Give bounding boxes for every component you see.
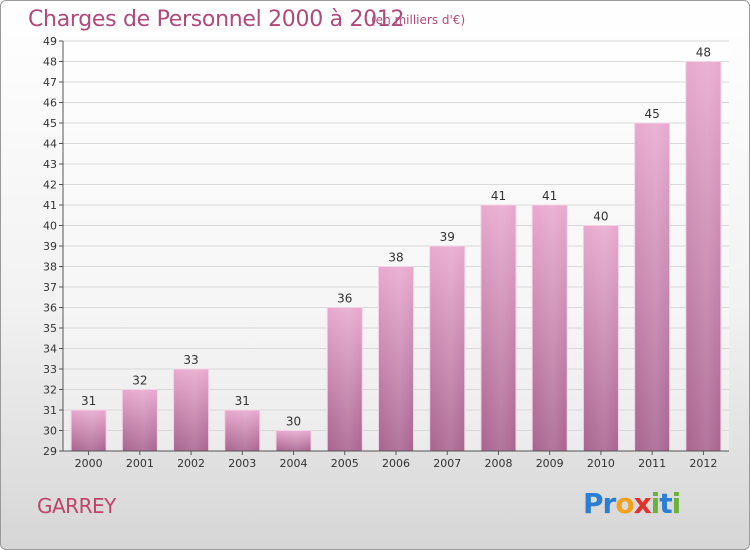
y-tick-label: 43: [43, 158, 57, 171]
x-tick-labels: 2000 2001 2002 2003 2004 2005 2006 2007 2008 2009…: [75, 457, 718, 470]
bar-shine: [173, 369, 209, 451]
bar-shine: [122, 389, 158, 451]
chart-title: Charges de Personnel 2000 à 2012: [28, 7, 405, 32]
x-tick-label: 2000: [75, 457, 103, 470]
commune-name: GARREY: [37, 494, 116, 518]
x-tick-label: 2006: [382, 457, 410, 470]
x-tick-label: 2010: [587, 457, 615, 470]
x-tick-label: 2003: [228, 457, 256, 470]
x-tick-label: 2005: [331, 457, 359, 470]
y-tick-label: 45: [43, 117, 57, 130]
data-label-2008: 41: [491, 189, 506, 203]
y-tick-label: 48: [43, 56, 57, 69]
data-label-2002: 33: [183, 353, 198, 367]
axes: [59, 40, 729, 455]
y-tick-label: 38: [43, 261, 57, 274]
bar-shine: [480, 205, 516, 451]
y-tick-label: 49: [43, 35, 57, 48]
bar-shine: [532, 205, 568, 451]
y-tick-label: 46: [43, 97, 57, 110]
data-label-2001: 32: [132, 374, 147, 388]
x-tick-label: 2007: [433, 457, 461, 470]
bar-shine: [583, 225, 619, 451]
bars: [70, 61, 722, 452]
logo-letter: o: [615, 487, 634, 520]
y-tick-label: 30: [43, 425, 57, 438]
y-tick-label: 37: [43, 281, 57, 294]
logo-letter: r: [602, 487, 617, 520]
data-label-2012: 48: [696, 46, 711, 60]
y-tick-label: 47: [43, 76, 57, 89]
bar-shine: [71, 410, 107, 451]
y-tick-label: 41: [43, 199, 57, 212]
logo-letter: P: [583, 487, 604, 520]
logo-letter: x: [633, 487, 652, 520]
data-label-2003: 31: [235, 394, 250, 408]
bar-shine: [634, 123, 670, 451]
data-label-2009: 41: [542, 189, 557, 203]
logo-letter: i: [650, 487, 661, 520]
y-tick-label: 29: [43, 445, 57, 458]
data-label-2005: 36: [337, 292, 352, 306]
y-tick-label: 40: [43, 220, 57, 233]
x-tick-label: 2012: [689, 457, 717, 470]
logo-letter: t: [659, 487, 672, 520]
y-tick-label: 32: [43, 384, 57, 397]
x-tick-label: 2009: [536, 457, 564, 470]
y-tick-label: 31: [43, 404, 57, 417]
bar-shine: [224, 410, 260, 451]
x-tick-label: 2001: [126, 457, 154, 470]
chart-subtitle: (en milliers d'€): [371, 13, 466, 27]
data-label-2000: 31: [81, 394, 96, 408]
logo-letter: i: [671, 487, 682, 520]
bar-shine: [685, 61, 721, 451]
x-tick-label: 2008: [484, 457, 512, 470]
x-tick-label: 2002: [177, 457, 205, 470]
y-tick-label: 33: [43, 363, 57, 376]
x-tick-label: 2004: [280, 457, 308, 470]
data-label-2004: 30: [286, 415, 301, 429]
data-label-2010: 40: [593, 210, 608, 224]
x-tick-label: 2011: [638, 457, 666, 470]
bar-shine: [327, 307, 363, 451]
y-tick-label: 44: [43, 138, 57, 151]
data-labels: 31 32 33 31 30 36 38 39 41 41 40 45 48: [81, 46, 711, 429]
bar-shine: [276, 430, 312, 451]
data-label-2006: 38: [388, 251, 403, 265]
bar-shine: [429, 246, 465, 451]
y-tick-label: 35: [43, 322, 57, 335]
data-label-2011: 45: [645, 107, 660, 121]
y-tick-label: 34: [43, 343, 57, 356]
proxiti-logo: Proxiti: [583, 487, 682, 520]
bar-shine: [378, 266, 414, 451]
y-tick-labels: 29 30 31 32 33 34 35 36 37 38 39 40 41 42 43 44 45 46 47 48…: [43, 35, 57, 458]
data-label-2007: 39: [440, 230, 455, 244]
y-tick-label: 36: [43, 302, 57, 315]
y-tick-label: 39: [43, 240, 57, 253]
y-tick-label: 42: [43, 179, 57, 192]
